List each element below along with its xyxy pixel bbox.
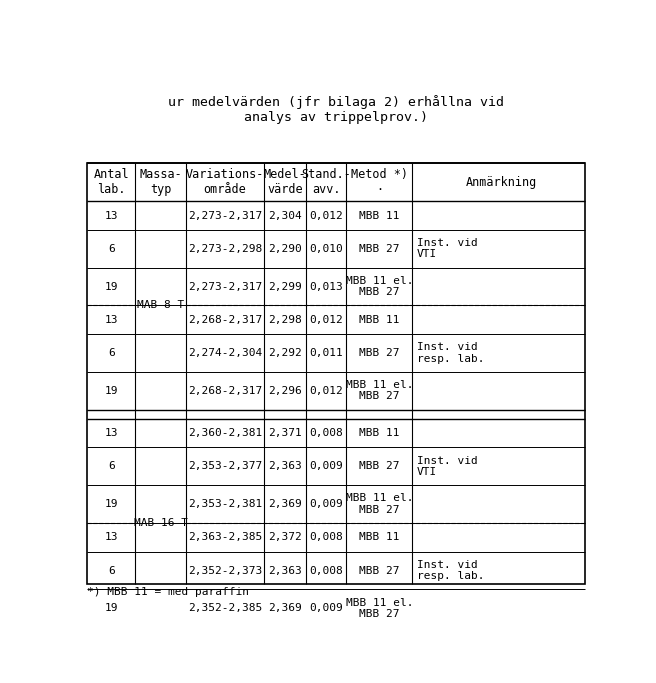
Text: 0,008: 0,008 xyxy=(309,566,343,576)
Text: Metod *)
·: Metod *) · xyxy=(351,169,408,197)
Text: 2,353-2,381: 2,353-2,381 xyxy=(188,499,262,510)
Text: 2,363: 2,363 xyxy=(268,566,302,576)
Text: 6: 6 xyxy=(108,244,115,253)
Text: 0,008: 0,008 xyxy=(309,532,343,542)
Text: MBB 11 el.
MBB 27: MBB 11 el. MBB 27 xyxy=(346,493,413,515)
Text: MBB 11 el.
MBB 27: MBB 11 el. MBB 27 xyxy=(346,276,413,297)
Text: MBB 11 el.
MBB 27: MBB 11 el. MBB 27 xyxy=(346,598,413,619)
Text: 2,268-2,317: 2,268-2,317 xyxy=(188,386,262,395)
Text: 2,353-2,377: 2,353-2,377 xyxy=(188,462,262,471)
Text: *) MBB 11 = med paraffin: *) MBB 11 = med paraffin xyxy=(87,587,249,598)
Text: 0,009: 0,009 xyxy=(309,499,343,510)
Text: 0,010: 0,010 xyxy=(309,244,343,253)
Text: 2,299: 2,299 xyxy=(268,281,302,292)
Text: 2,352-2,385: 2,352-2,385 xyxy=(188,603,262,613)
Text: MBB 11: MBB 11 xyxy=(359,210,400,221)
Text: Antal
lab.: Antal lab. xyxy=(93,169,129,197)
Text: 2,369: 2,369 xyxy=(268,499,302,510)
Text: 2,304: 2,304 xyxy=(268,210,302,221)
Text: MBB 11: MBB 11 xyxy=(359,315,400,324)
Text: MBB 11 el.
MBB 27: MBB 11 el. MBB 27 xyxy=(346,380,413,402)
Text: 0,012: 0,012 xyxy=(309,315,343,324)
Text: MBB 27: MBB 27 xyxy=(359,566,400,576)
Text: 6: 6 xyxy=(108,566,115,576)
Text: Variations-
område: Variations- område xyxy=(186,169,264,197)
Text: MBB 27: MBB 27 xyxy=(359,244,400,253)
Text: 13: 13 xyxy=(104,532,118,542)
Text: MAB 16 T: MAB 16 T xyxy=(134,518,188,528)
Text: Massa-
typ: Massa- typ xyxy=(140,169,182,197)
Text: 6: 6 xyxy=(108,348,115,358)
Text: ur medelvärden (jfr bilaga 2) erhållna vid
analys av trippelprov.): ur medelvärden (jfr bilaga 2) erhållna v… xyxy=(168,95,504,124)
Text: 2,290: 2,290 xyxy=(268,244,302,253)
Text: 2,363: 2,363 xyxy=(268,462,302,471)
Text: 2,360-2,381: 2,360-2,381 xyxy=(188,428,262,438)
Text: 0,009: 0,009 xyxy=(309,603,343,613)
Text: 0,009: 0,009 xyxy=(309,462,343,471)
Text: MBB 11: MBB 11 xyxy=(359,428,400,438)
Bar xyxy=(87,163,585,584)
Text: Stand.-
avv.: Stand.- avv. xyxy=(301,169,351,197)
Text: MBB 11: MBB 11 xyxy=(359,532,400,542)
Text: 0,011: 0,011 xyxy=(309,348,343,358)
Text: 13: 13 xyxy=(104,315,118,324)
Text: 0,008: 0,008 xyxy=(309,428,343,438)
Text: 2,363-2,385: 2,363-2,385 xyxy=(188,532,262,542)
Text: 2,296: 2,296 xyxy=(268,386,302,395)
Text: 0,012: 0,012 xyxy=(309,386,343,395)
Text: 19: 19 xyxy=(104,499,118,510)
Text: Inst. vid
VTI: Inst. vid VTI xyxy=(417,456,478,477)
Text: MBB 27: MBB 27 xyxy=(359,462,400,471)
Text: MBB 27: MBB 27 xyxy=(359,348,400,358)
Text: 2,371: 2,371 xyxy=(268,428,302,438)
Text: Inst. vid
resp. lab.: Inst. vid resp. lab. xyxy=(417,342,484,363)
Text: 6: 6 xyxy=(108,462,115,471)
Text: 0,012: 0,012 xyxy=(309,210,343,221)
Text: 0,013: 0,013 xyxy=(309,281,343,292)
Text: 13: 13 xyxy=(104,210,118,221)
Text: 19: 19 xyxy=(104,281,118,292)
Text: 2,273-2,317: 2,273-2,317 xyxy=(188,210,262,221)
Text: 2,292: 2,292 xyxy=(268,348,302,358)
Text: 19: 19 xyxy=(104,603,118,613)
Text: Inst. vid
resp. lab.: Inst. vid resp. lab. xyxy=(417,560,484,581)
Text: MAB 8 T: MAB 8 T xyxy=(137,301,184,311)
Text: 13: 13 xyxy=(104,428,118,438)
Text: Medel-
värde: Medel- värde xyxy=(264,169,306,197)
Text: 2,268-2,317: 2,268-2,317 xyxy=(188,315,262,324)
Text: 2,274-2,304: 2,274-2,304 xyxy=(188,348,262,358)
Text: 19: 19 xyxy=(104,386,118,395)
Text: 2,273-2,298: 2,273-2,298 xyxy=(188,244,262,253)
Text: 2,273-2,317: 2,273-2,317 xyxy=(188,281,262,292)
Text: 2,298: 2,298 xyxy=(268,315,302,324)
Text: 2,352-2,373: 2,352-2,373 xyxy=(188,566,262,576)
Text: Anmärkning: Anmärkning xyxy=(466,176,537,189)
Text: 2,372: 2,372 xyxy=(268,532,302,542)
Text: Inst. vid
VTI: Inst. vid VTI xyxy=(417,238,478,260)
Text: 2,369: 2,369 xyxy=(268,603,302,613)
